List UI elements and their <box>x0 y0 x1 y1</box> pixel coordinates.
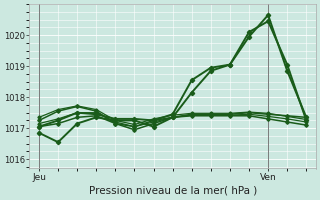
X-axis label: Pression niveau de la mer( hPa ): Pression niveau de la mer( hPa ) <box>89 186 257 196</box>
